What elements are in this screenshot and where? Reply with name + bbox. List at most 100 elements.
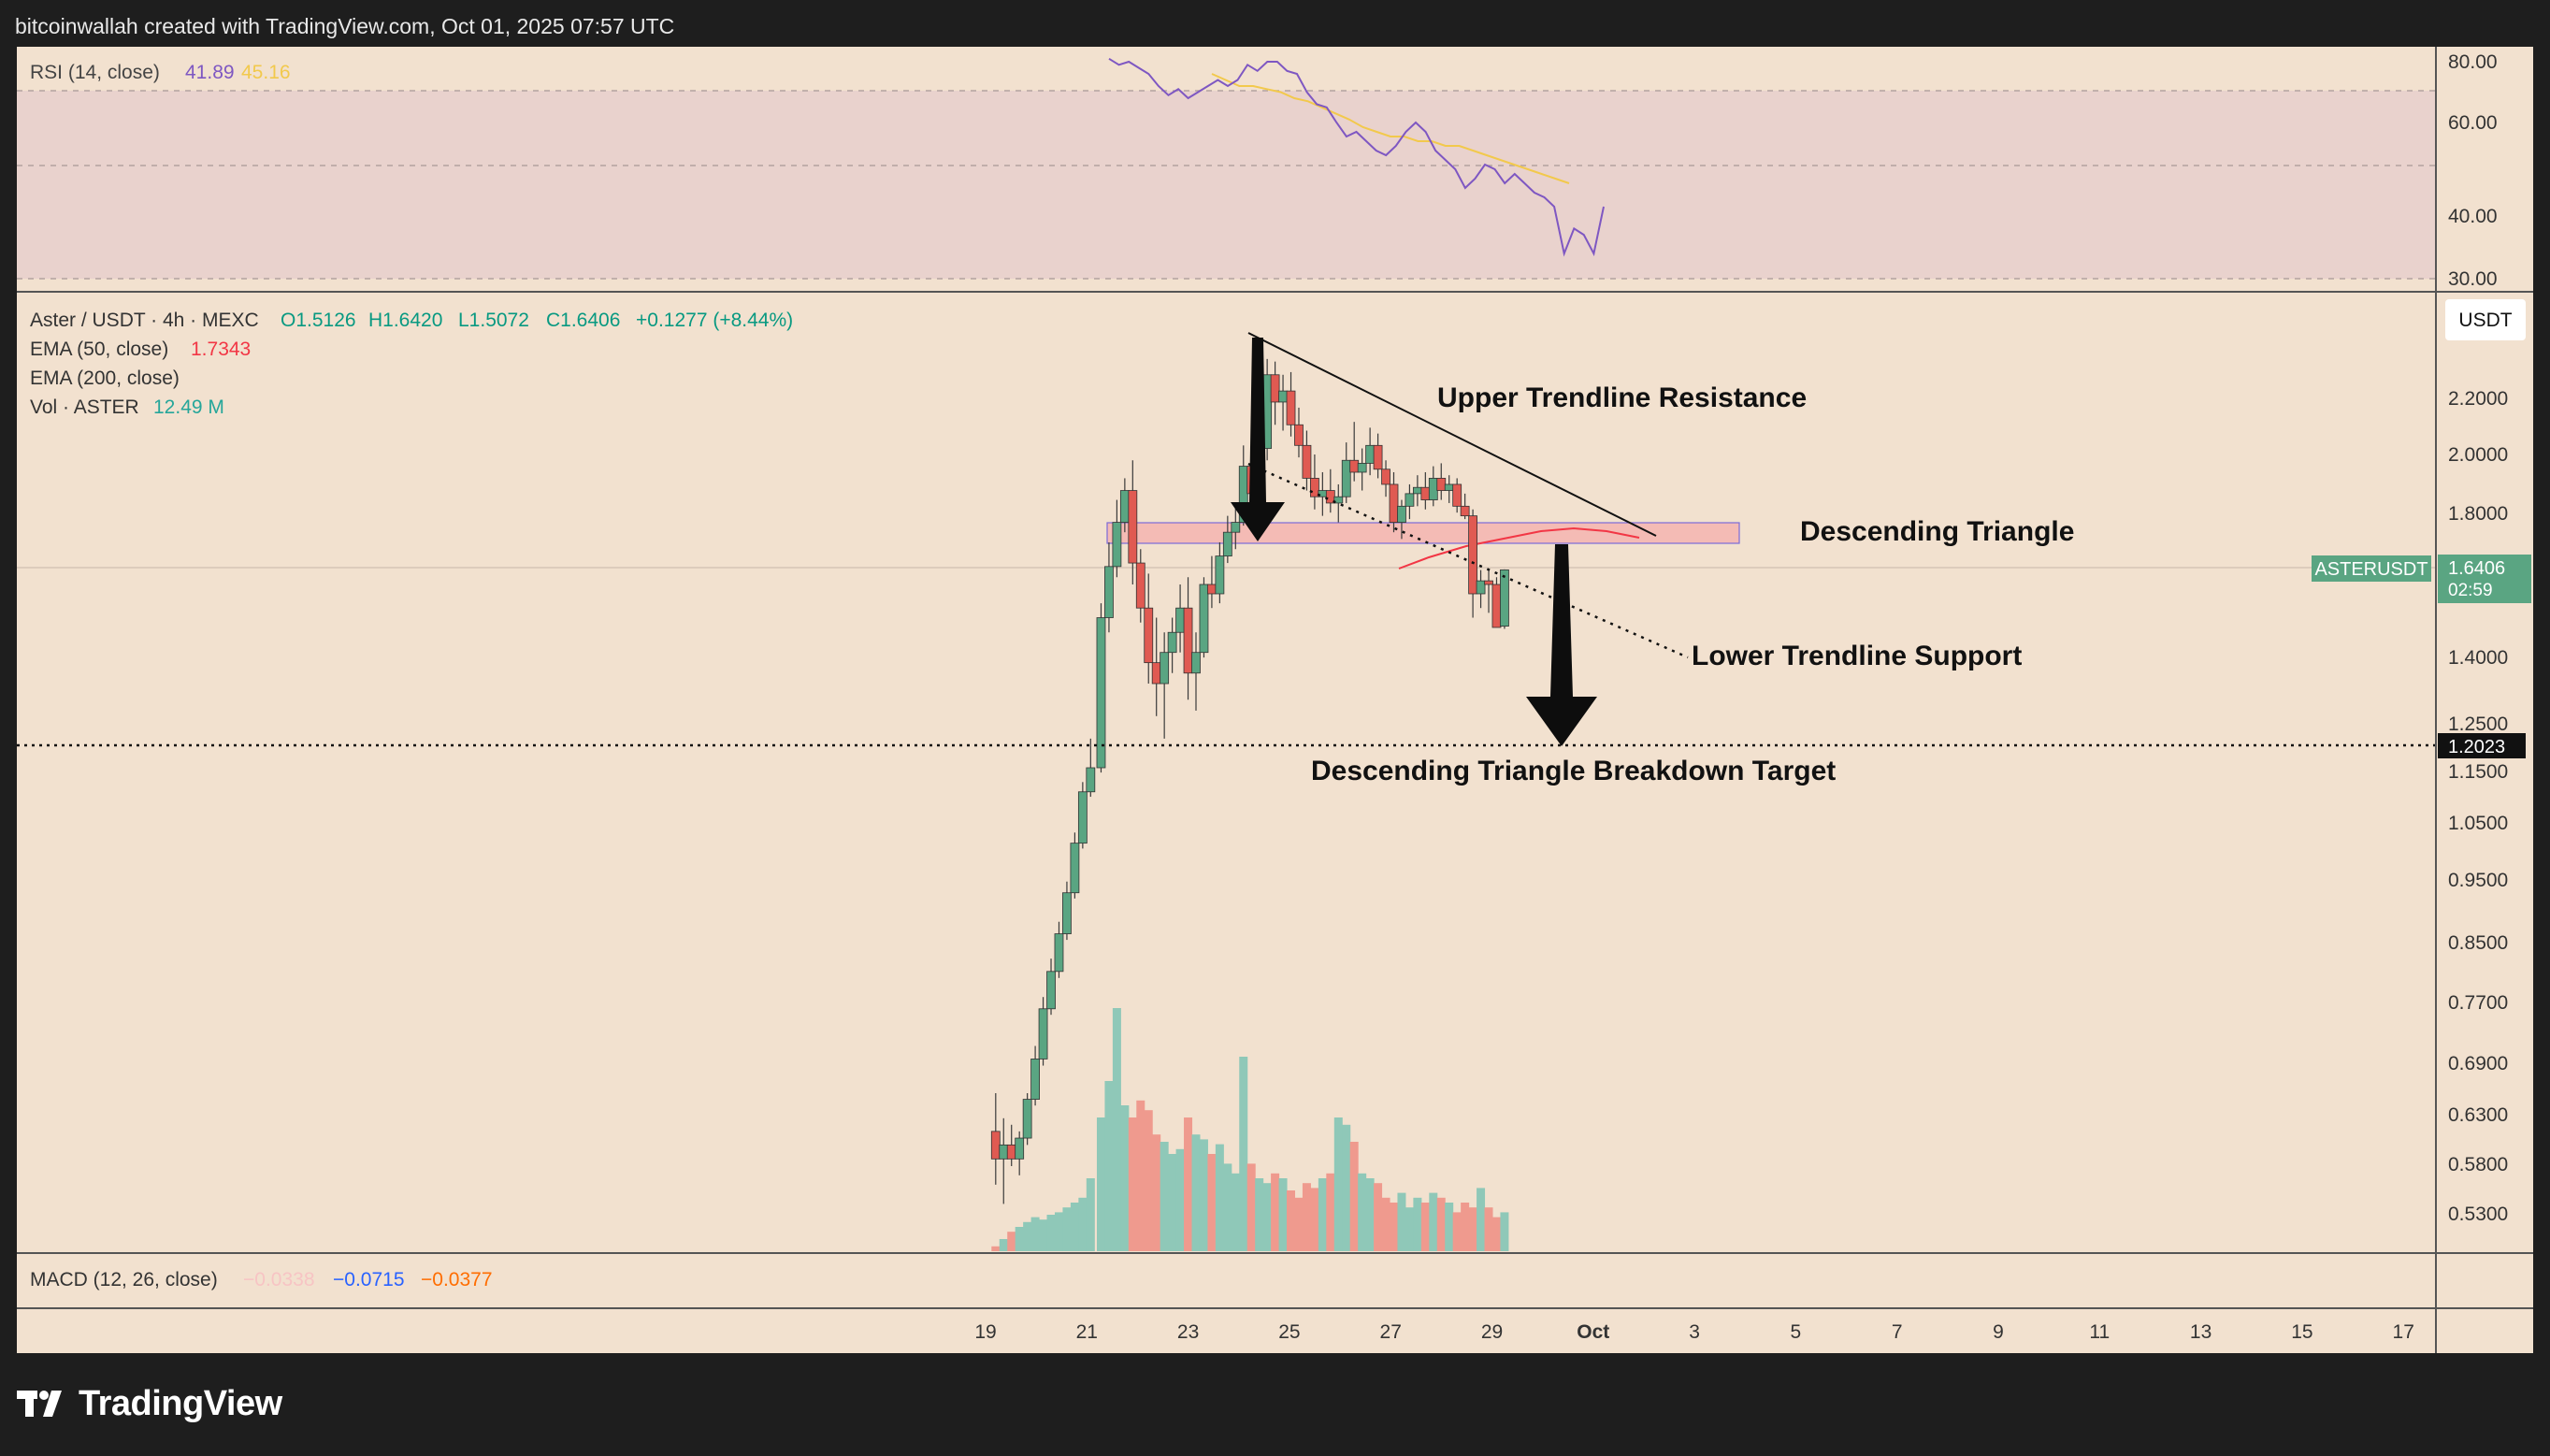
ohlc-close: C1.6406 bbox=[546, 310, 620, 331]
target-price-label: 1.2023 bbox=[2438, 733, 2526, 758]
tradingview-logo[interactable]: TradingView bbox=[17, 1380, 282, 1427]
volume-bar bbox=[1231, 1173, 1240, 1251]
volume-bar bbox=[1175, 1148, 1185, 1251]
macd-panel[interactable]: MACD (12, 26, close) −0.0338 −0.0715 −0.… bbox=[30, 1269, 493, 1290]
price-axis-tick: 0.8500 bbox=[2448, 932, 2508, 954]
ohlc-open: O1.5126 bbox=[281, 310, 356, 331]
down-arrow-left-icon bbox=[1231, 338, 1285, 541]
currency-button[interactable]: USDT bbox=[2445, 299, 2526, 340]
volume-bar bbox=[1054, 1212, 1063, 1251]
price-axis-tick: 0.7700 bbox=[2448, 992, 2508, 1014]
volume-bar bbox=[1452, 1212, 1462, 1251]
candle bbox=[1373, 433, 1383, 479]
volume-bar bbox=[1062, 1207, 1072, 1251]
volume-bar bbox=[1349, 1142, 1359, 1251]
volume-bar bbox=[1326, 1173, 1335, 1251]
volume-bar bbox=[1468, 1207, 1477, 1251]
time-axis-tick: 5 bbox=[1791, 1321, 1802, 1343]
rsi-signal-value: 45.16 bbox=[241, 62, 291, 83]
time-axis-tick: 21 bbox=[1076, 1321, 1098, 1343]
volume-bar bbox=[1333, 1117, 1343, 1251]
candlestick-series bbox=[990, 358, 1509, 1204]
rsi-axis-tick: 30.00 bbox=[2448, 268, 2498, 290]
ohlc-change: +0.1277 (+8.44%) bbox=[636, 310, 793, 331]
price-axis-tick: 2.0000 bbox=[2448, 444, 2508, 466]
rsi-panel[interactable]: RSI (14, close) 41.89 45.16 bbox=[17, 47, 2533, 288]
volume-value: 12.49 M bbox=[153, 396, 224, 418]
upper-trendline[interactable] bbox=[1247, 332, 1657, 537]
candle bbox=[1294, 407, 1304, 458]
time-axis-tick: 29 bbox=[1481, 1321, 1503, 1343]
price-axis-tick: 1.8000 bbox=[2448, 503, 2508, 525]
candle bbox=[1062, 881, 1072, 941]
rsi-label: RSI (14, close) bbox=[30, 62, 160, 83]
volume-bar bbox=[1461, 1203, 1470, 1251]
chart-attribution: bitcoinwallah created with TradingView.c… bbox=[0, 0, 2550, 47]
volume-bar bbox=[1477, 1188, 1486, 1251]
volume-bar bbox=[1078, 1197, 1088, 1251]
candle bbox=[1302, 430, 1312, 491]
volume-bar bbox=[1255, 1178, 1264, 1251]
candle bbox=[1070, 832, 1080, 899]
candle bbox=[1428, 466, 1438, 507]
rsi-value: 41.89 bbox=[185, 62, 235, 83]
price-axis-tick: 2.2000 bbox=[2448, 388, 2508, 410]
candle bbox=[1112, 499, 1122, 578]
candle bbox=[1365, 427, 1376, 476]
volume-bar bbox=[1429, 1192, 1438, 1251]
last-price-label: 1.6406 02:59 bbox=[2438, 555, 2531, 603]
support-resistance-zone[interactable] bbox=[1106, 522, 1740, 544]
macd-signal-value: −0.0377 bbox=[421, 1269, 493, 1290]
candle bbox=[1452, 478, 1462, 513]
candle bbox=[1175, 584, 1185, 653]
volume-bar bbox=[1500, 1212, 1509, 1251]
volume-bar bbox=[1039, 1219, 1048, 1251]
candle bbox=[1222, 515, 1232, 564]
annotation-descending-triangle: Descending Triangle bbox=[1800, 516, 2074, 547]
target-price-value: 1.2023 bbox=[2448, 737, 2505, 757]
rsi-axis-tick: 40.00 bbox=[2448, 206, 2498, 227]
volume-bar bbox=[1262, 1183, 1272, 1251]
ema50-line bbox=[1398, 526, 1640, 569]
volume-bar bbox=[1374, 1183, 1383, 1251]
price-axis-tick: 0.9500 bbox=[2448, 870, 2508, 891]
rsi-axis[interactable]: 80.00 60.00 40.00 30.00 bbox=[2448, 51, 2498, 290]
candle bbox=[1086, 738, 1096, 798]
time-axis[interactable]: 19 21 23 25 27 29 Oct 3 5 7 9 11 13 15 17 bbox=[974, 1321, 2414, 1343]
last-price-symbol-text: ASTERUSDT bbox=[2314, 559, 2428, 580]
rsi-axis-tick: 80.00 bbox=[2448, 51, 2498, 73]
volume-bar bbox=[1310, 1188, 1319, 1251]
volume-bar bbox=[1070, 1203, 1079, 1251]
volume-bar bbox=[1287, 1190, 1296, 1251]
candle bbox=[1381, 460, 1390, 497]
candle bbox=[1341, 442, 1351, 503]
currency-button-label: USDT bbox=[2458, 310, 2512, 331]
candle bbox=[1096, 603, 1106, 773]
ema200-label: EMA (200, close) bbox=[30, 368, 180, 389]
volume-bar bbox=[1302, 1183, 1311, 1251]
volume-bar bbox=[1381, 1197, 1390, 1251]
price-panel[interactable]: Upper Trendline Resistance Descending Tr… bbox=[17, 310, 2436, 1251]
volume-bar bbox=[1215, 1144, 1224, 1251]
candle bbox=[1231, 506, 1241, 550]
candle bbox=[1349, 422, 1360, 482]
price-axis[interactable]: 2.20002.00001.80001.60001.40001.25001.15… bbox=[2448, 388, 2508, 1225]
volume-bar bbox=[1104, 1081, 1114, 1251]
price-axis-tick: 1.1500 bbox=[2448, 761, 2508, 783]
volume-bar bbox=[1152, 1134, 1161, 1251]
annotation-lower-trendline: Lower Trendline Support bbox=[1692, 641, 2022, 671]
rsi-axis-tick: 60.00 bbox=[2448, 112, 2498, 134]
candle bbox=[1484, 569, 1493, 613]
candle bbox=[1333, 483, 1344, 523]
candle bbox=[1191, 632, 1201, 711]
volume-bar bbox=[1007, 1232, 1016, 1251]
candle bbox=[1030, 1045, 1040, 1106]
candle bbox=[990, 1093, 1001, 1185]
candle bbox=[1491, 577, 1502, 628]
macd-line-value: −0.0715 bbox=[333, 1269, 405, 1290]
rsi-signal-line bbox=[1211, 73, 1570, 184]
annotation-upper-trendline: Upper Trendline Resistance bbox=[1437, 382, 1807, 413]
volume-bar bbox=[1491, 1217, 1501, 1251]
chart-canvas[interactable]: RSI (14, close) 41.89 45.16 Upper Trendl… bbox=[17, 47, 2533, 1353]
rsi-line bbox=[1108, 57, 1605, 257]
